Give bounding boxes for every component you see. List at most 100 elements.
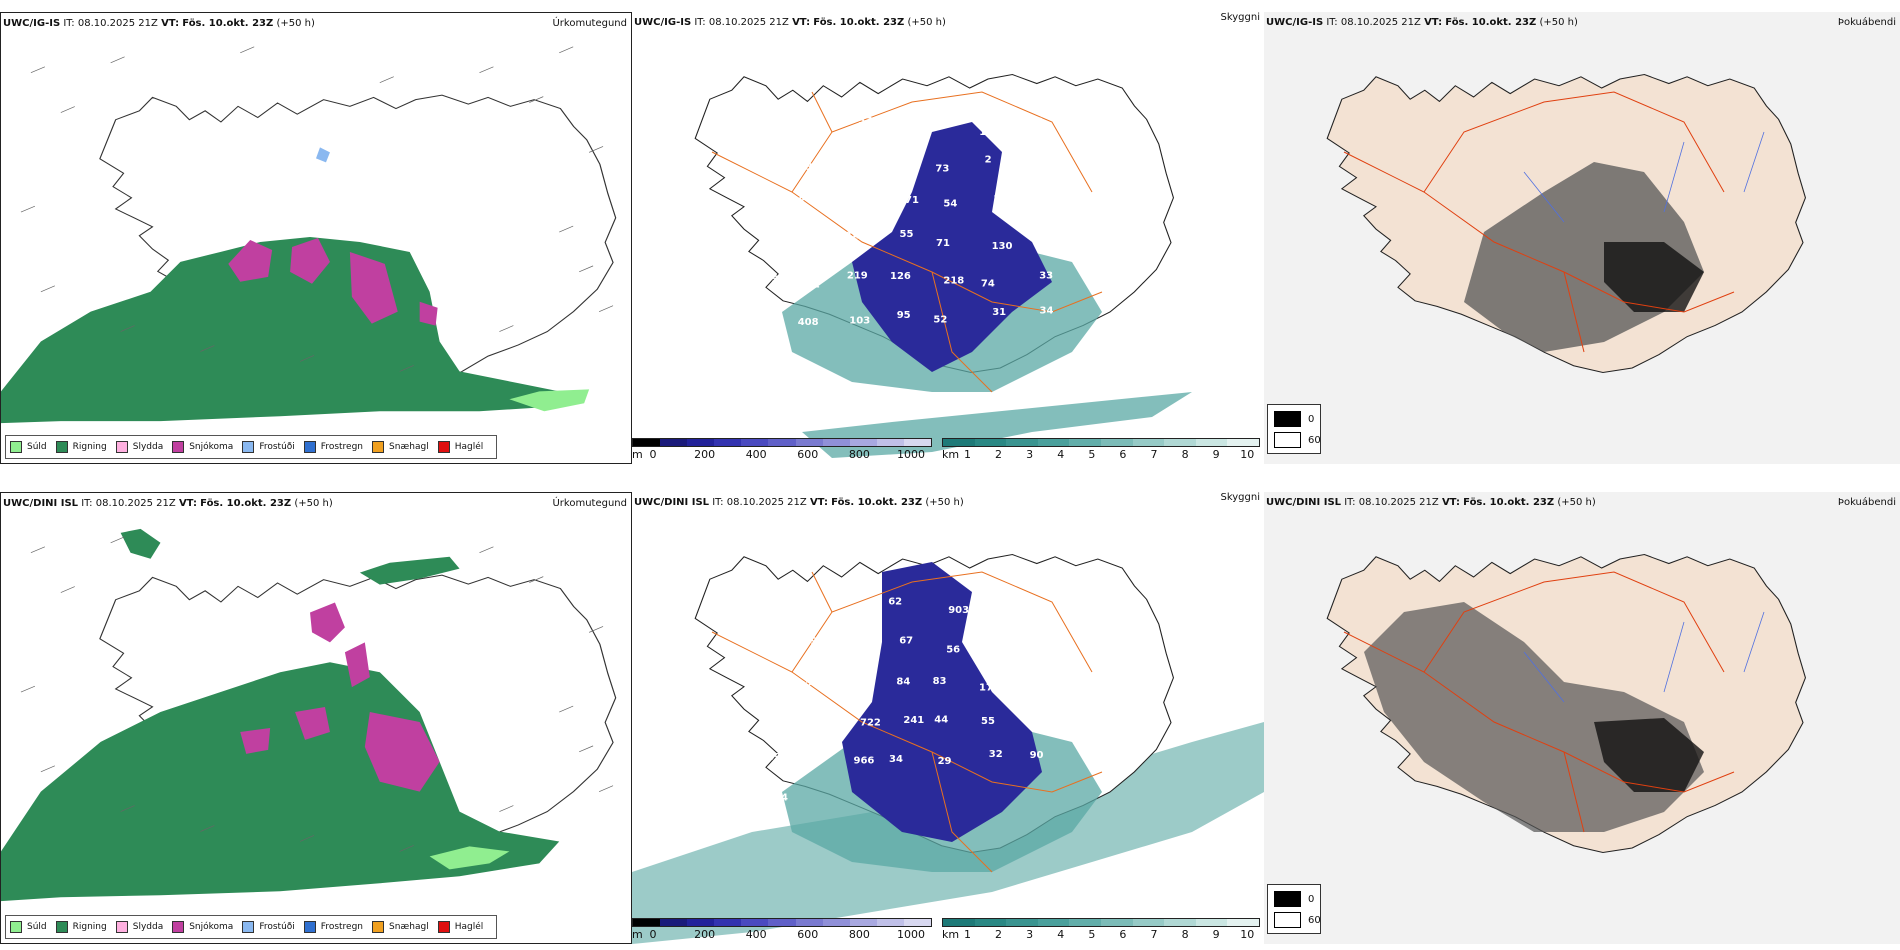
ceiling-value-label: 76 [943, 117, 957, 128]
ceiling-value-label: 97 [757, 640, 771, 651]
ceiling-value-label: 966 [854, 755, 875, 766]
dew-legend-item: 60 [1274, 912, 1321, 928]
ceiling-value-label: 104 [813, 748, 834, 759]
ceiling-value-label: 33 [1038, 671, 1052, 682]
vt-label: VT: [178, 498, 197, 509]
ceiling-value-label: 56 [946, 645, 960, 656]
model-name: UWC/IG-IS [634, 17, 692, 28]
ceiling-value-label: 66 [798, 120, 812, 131]
ceiling-value-label: 74 [981, 279, 995, 290]
ceiling-value-label: 157 [759, 239, 780, 250]
panel-header: UWC/IG-IS IT: 08.10.2025 21Z VT: Fös. 10… [1266, 17, 1578, 28]
colorbar-tick-label: 800 [848, 448, 870, 461]
legend-item-drizzle: Súld [10, 921, 47, 933]
dew-panel-bottom: UWC/DINI ISL IT: 08.10.2025 21Z VT: Fös.… [1264, 492, 1900, 944]
colorbar-segment [1132, 439, 1165, 446]
ceiling-value-label: 71 [905, 195, 919, 206]
colorbar-tick-label: 200 [694, 448, 716, 461]
colorbar-tick-label: 1000 [897, 928, 925, 941]
lead-time: (+50 h) [1539, 17, 1578, 28]
init-time: IT: 08.10.2025 21Z [63, 18, 158, 29]
colorbar-segment [822, 439, 850, 446]
colorbar-tick-label: 800 [848, 928, 870, 941]
ceiling-value-label: 146 [846, 231, 867, 242]
visibility-colorbar: 1 2 3 4 5 6 7 8 9 10 km [942, 914, 1260, 944]
colorbar-tick-label: 1 [963, 448, 971, 461]
ceiling-value-label: 164 [1029, 634, 1050, 645]
dew-map [1326, 73, 1807, 374]
panel-header: UWC/DINI ISL IT: 08.10.2025 21Z VT: Fös.… [3, 498, 333, 509]
colorbar-tick-label: 2 [995, 448, 1003, 461]
ceiling-value-label: 44 [934, 715, 948, 726]
ceiling-value-label: 115 [993, 194, 1014, 205]
ceiling-value-label: 126 [761, 156, 782, 167]
ceiling-labels: 50 66 57 69 76 101 98 126 93 127 80 73 2 111 119 87 48 71… [759, 116, 1053, 328]
ceiling-value-label: 38 [800, 602, 814, 613]
colorbar-segment [943, 919, 975, 926]
dew-legend-item: 0 [1274, 891, 1314, 907]
panel-header: UWC/DINI ISL IT: 08.10.2025 21Z VT: Fös.… [1266, 497, 1596, 508]
colorbar-segment [1100, 439, 1133, 446]
colorbar-segment [849, 439, 877, 446]
ceiling-value-label: 59 [851, 636, 865, 647]
colorbar-tick-label: 4 [1057, 928, 1065, 941]
snow-area [240, 602, 440, 792]
colorbar-segment [1006, 439, 1038, 446]
colorbar-tick-label: 6 [1119, 448, 1127, 461]
ceiling-value-label: 95 [897, 310, 911, 321]
model-name: UWC/IG-IS [3, 18, 61, 29]
ceiling-value-label: 58 [767, 608, 781, 619]
lead-time: (+50 h) [925, 497, 964, 508]
colorbar-tick-label: 5 [1088, 448, 1096, 461]
legend-item-snow: Snjókoma [172, 441, 233, 453]
ceiling-unit: m [632, 928, 643, 941]
dew-panel-top: UWC/IG-IS IT: 08.10.2025 21Z VT: Fös. 10… [1264, 12, 1900, 464]
legend-item-rain: Rigning [55, 441, 107, 453]
colorbar-tick-label: 9 [1212, 928, 1220, 941]
colorbar-tick-label: 600 [797, 448, 819, 461]
colorbar-tick-label: 10 [1240, 928, 1255, 941]
colorbar-tick-label: 8 [1181, 928, 1189, 941]
precip-map [1, 528, 617, 902]
ceiling-value-label: 32 [989, 749, 1003, 760]
ceiling-value-label: 55 [981, 716, 995, 727]
ceiling-value-label: 689 [760, 752, 781, 763]
colorbar-tick-label: 4 [1057, 448, 1065, 461]
ceiling-value-label: 54 [943, 198, 957, 209]
ceiling-value-label: 629 [762, 310, 783, 321]
ceiling-value-label: 62 [806, 280, 820, 291]
precip-legend: Súld Rigning Slydda Snjókoma Frostúði Fr… [5, 435, 498, 459]
colorbar-segment [1037, 919, 1070, 926]
ceiling-value-label: 48 [849, 191, 863, 202]
colorbar-tick-label: 600 [797, 928, 819, 941]
panel-title: Skyggni [1220, 492, 1260, 503]
colorbar-segment [687, 919, 715, 926]
ceiling-value-label: 98 [1029, 117, 1043, 128]
lead-time: (+50 h) [907, 17, 946, 28]
ceiling-colorbar: 0 200 400 600 800 1000 m [632, 914, 932, 944]
colorbar-tick-label: 9 [1212, 448, 1220, 461]
ceiling-value-label: 108 [1029, 196, 1050, 207]
panel-header: UWC/IG-IS IT: 08.10.2025 21Z VT: Fös. 10… [3, 18, 315, 29]
ceiling-value-label: 183 [1025, 606, 1046, 617]
colorbar-segment [1037, 439, 1070, 446]
model-name: UWC/IG-IS [1266, 17, 1324, 28]
colorbar-segment [1006, 919, 1038, 926]
colorbar-segment [795, 919, 823, 926]
ceiling-value-label: 126 [890, 271, 911, 282]
dew-map [1326, 553, 1807, 854]
visibility-unit: km [942, 928, 960, 941]
ceiling-value-label: 903 [948, 605, 969, 616]
ceiling-colorbar: 0 200 400 600 800 1000 m [632, 434, 932, 464]
valid-time: Fös. 10.okt. 23Z [182, 18, 274, 29]
ceiling-value-label: 69 [894, 121, 908, 132]
colorbar-tick-label: 1000 [897, 448, 925, 461]
colorbar-segment [768, 439, 796, 446]
colorbar-segment [1227, 439, 1259, 446]
colorbar-segment [1164, 439, 1196, 446]
vt-label: VT: [161, 18, 180, 29]
colorbar-segment [768, 919, 796, 926]
legend-item-rain: Rigning [55, 921, 107, 933]
ceiling-value-label: 218 [943, 276, 964, 287]
